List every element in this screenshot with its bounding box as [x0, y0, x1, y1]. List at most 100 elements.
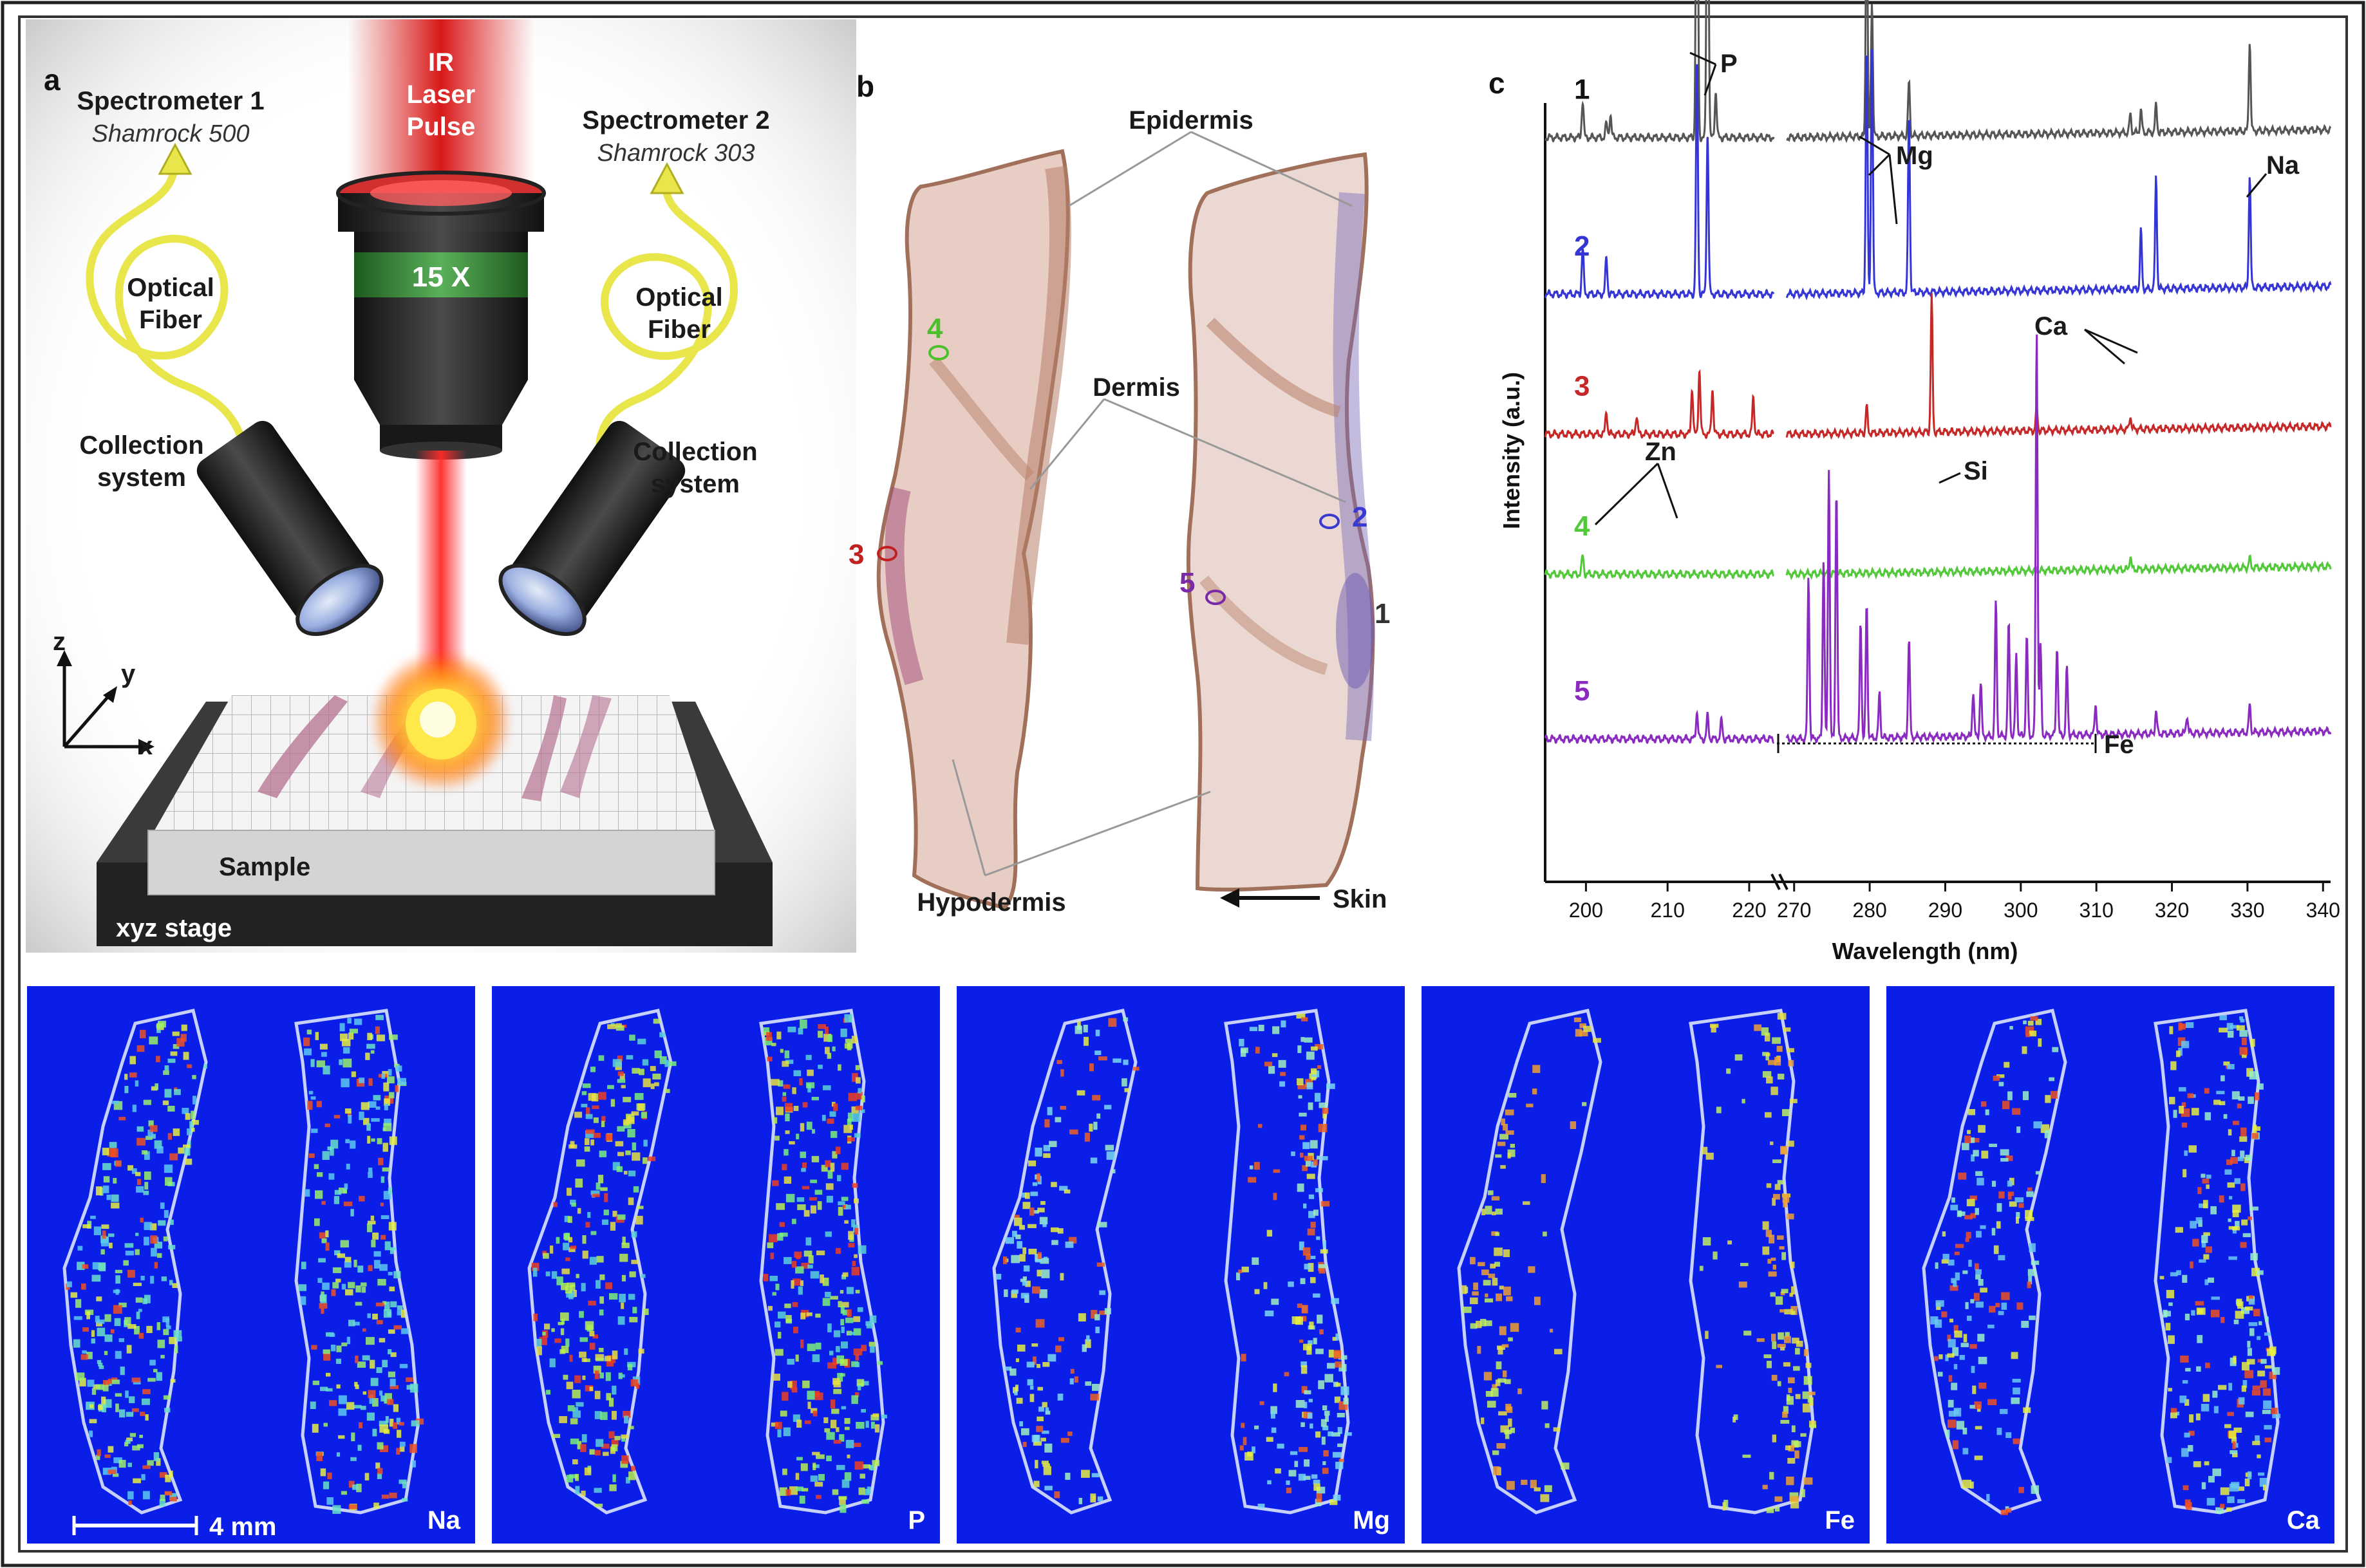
map-pixels-Mg — [992, 1009, 1352, 1515]
svg-text:2: 2 — [1352, 501, 1367, 533]
annot-Si: Si — [1964, 457, 1988, 485]
spectrum-series-1-left — [1544, 0, 1775, 144]
spectrum-series-5-right — [1785, 334, 2332, 745]
element-map-P: P — [489, 984, 943, 1546]
label-dermis: Dermis — [1093, 373, 1180, 402]
marker-5: 5 — [1179, 567, 1226, 605]
spectrum-series-5-left — [1544, 709, 1775, 745]
annot-Mg: Mg — [1896, 142, 1933, 170]
collection-system-left — [196, 420, 384, 637]
spectrometer2-model: Shamrock 303 — [597, 140, 755, 167]
label-hypodermis: Hypodermis — [917, 888, 1066, 917]
map-label-P: P — [908, 1506, 925, 1535]
fiber-right-label-line1: Optical — [635, 283, 723, 312]
inner-frame — [18, 15, 2348, 1553]
x-tick-label: 280 — [1852, 899, 1886, 922]
panel-c-letter: c — [1488, 66, 1505, 100]
map-label-Ca: Ca — [2287, 1506, 2320, 1535]
scale-bar: 4 mm — [72, 1513, 277, 1541]
axis-y-label: y — [121, 660, 136, 688]
map-pixels-P — [527, 1009, 888, 1515]
spectrometer1-model: Shamrock 500 — [91, 120, 249, 147]
panel-b-histology: b Epidermis Dermis Hypodermis Skin — [849, 70, 1390, 917]
collection-right-line1: Collection — [633, 438, 757, 466]
spectrum-series-2-left — [1544, 64, 1775, 300]
svg-text:1: 1 — [1375, 598, 1390, 630]
spectrometer2-name: Spectrometer 2 — [582, 106, 769, 135]
map-pixels-Fe — [1457, 1009, 1817, 1515]
annot-Zn: Zn — [1645, 438, 1676, 466]
svg-text:5: 5 — [1179, 567, 1195, 599]
xyz-axes — [57, 650, 155, 754]
laser-label-line1: IR — [428, 48, 454, 77]
marker-4: 4 — [927, 313, 949, 360]
marker-3: 3 — [849, 539, 897, 570]
panel-c-spectra: c Intensity (a.u.) Wavelength (nm) 200 21… — [1488, 0, 2340, 964]
element-map-Fe: Fe — [1419, 984, 1872, 1546]
fiber-left-label-line2: Fiber — [139, 306, 202, 334]
annot-P: P — [1720, 50, 1738, 78]
spectrum-series-4-left — [1544, 554, 1774, 580]
element-map-Ca: Ca — [1884, 984, 2337, 1546]
marker-1: 1 — [1375, 598, 1390, 630]
spectrometer1-name: Spectrometer 1 — [77, 87, 264, 115]
sample-label: Sample — [219, 853, 310, 881]
fiber-right-label-line2: Fiber — [648, 315, 711, 344]
peak-annotations — [1594, 51, 2267, 753]
spectra-ticks: 200 210 220 270 280 290 300 310 320 330 340 — [1569, 882, 2340, 922]
collection-left-line2: system — [97, 463, 186, 492]
series-label-4: 4 — [1574, 510, 1590, 542]
axis-x-label: x — [138, 732, 153, 760]
panel-a-setup: a IR Laser Pulse 15 X Spectrometer 1 Sha… — [26, 19, 856, 953]
x-tick-label: 310 — [2079, 899, 2113, 922]
stage-label: xyz stage — [116, 914, 232, 942]
series-label-5: 5 — [1574, 675, 1590, 707]
x-tick-label: 220 — [1732, 899, 1766, 922]
x-tick-label: 200 — [1569, 899, 1603, 922]
laser-label-line3: Pulse — [407, 113, 476, 141]
spectrum-series-3-right — [1785, 293, 2332, 440]
laser-label-line2: Laser — [407, 80, 476, 109]
region-callout-lines — [952, 131, 1353, 877]
svg-text:3: 3 — [849, 539, 864, 570]
element-map-Mg: Mg — [954, 984, 1407, 1546]
map-pixels-Ca — [1922, 1009, 2281, 1515]
x-tick-label: 290 — [1928, 899, 1962, 922]
annot-Na: Na — [2266, 151, 2300, 180]
x-tick-label: 330 — [2230, 899, 2264, 922]
spectrum-series-1-right — [1786, 0, 2332, 144]
spectra-lines — [1544, 0, 2332, 745]
map-label-Fe: Fe — [1825, 1506, 1855, 1535]
series-label-1: 1 — [1574, 74, 1590, 106]
collection-right-line2: system — [651, 470, 740, 498]
collection-system-right — [498, 420, 686, 637]
plasma-highlight — [420, 702, 456, 738]
fiber-left-arrow — [158, 142, 192, 175]
map-pixels-Na — [62, 1009, 424, 1515]
y-axis-title: Intensity (a.u.) — [1498, 372, 1525, 529]
x-axis-title: Wavelength (nm) — [1832, 938, 2018, 964]
spectra-series-labels: 1 2 3 4 5 — [1574, 74, 1590, 707]
spectrum-series-3-left — [1544, 369, 1774, 440]
element-map-Na: Na — [24, 984, 478, 1546]
skin-direction-arrow — [1220, 888, 1320, 908]
map-label-Mg: Mg — [1353, 1506, 1390, 1535]
objective-lens: 15 X — [336, 171, 546, 460]
x-tick-label: 270 — [1777, 899, 1811, 922]
x-tick-label: 320 — [2155, 899, 2189, 922]
marker-2: 2 — [1319, 501, 1367, 533]
panel-a-letter: a — [44, 63, 61, 97]
collection-left-line1: Collection — [79, 431, 203, 460]
label-epidermis: Epidermis — [1129, 106, 1253, 135]
spectrum-series-2-right — [1785, 49, 2332, 301]
spectra-axes — [1544, 103, 2331, 890]
label-skin: Skin — [1333, 885, 1387, 913]
panel-b-letter: b — [856, 70, 874, 103]
fiber-left-label-line1: Optical — [127, 274, 214, 302]
objective-magnification: 15 X — [412, 261, 471, 293]
map-label-Na: Na — [427, 1506, 461, 1535]
spectrum-series-4-right — [1785, 554, 2332, 581]
x-tick-label: 340 — [2306, 899, 2340, 922]
